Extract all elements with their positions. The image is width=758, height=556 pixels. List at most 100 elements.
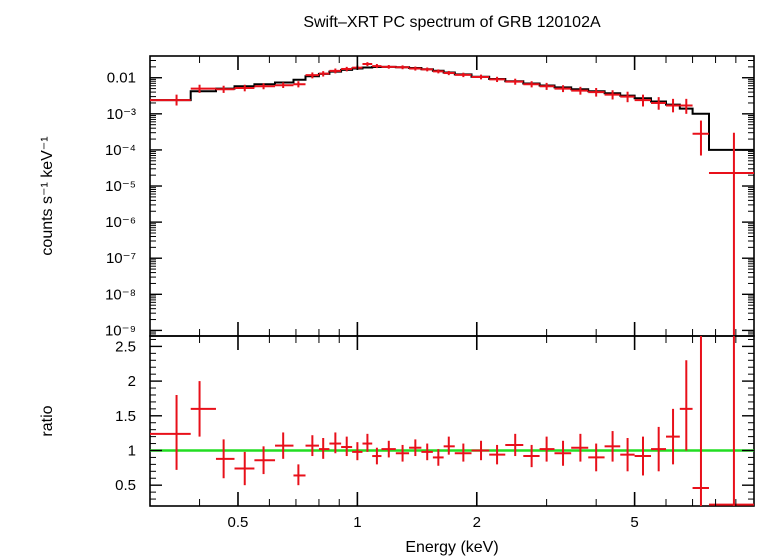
ratio-data-point <box>554 440 572 466</box>
spectrum-data-point <box>234 84 255 92</box>
spectrum-y-tick-label: 0.01 <box>107 70 136 87</box>
ratio-data-point <box>329 432 342 454</box>
ratio-y-tick-label: 1 <box>128 442 136 459</box>
ratio-data-point <box>372 447 382 465</box>
ratio-data-point <box>254 446 276 475</box>
ratio-data-point <box>432 449 444 466</box>
x-tick-label: 1 <box>353 514 361 531</box>
x-axis-ticks: 0.5 1 2 5 <box>149 56 737 531</box>
ratio-data-point <box>234 451 255 486</box>
ratio-data-point <box>539 436 555 462</box>
ratio-y-axis-label: ratio <box>39 405 56 436</box>
spectrum-data-point <box>443 70 455 76</box>
spectrum-data-point <box>471 74 490 80</box>
spectrum-data-point <box>523 81 540 88</box>
ratio-panel: 0.5 1 1.5 2 2.5 ratio <box>39 335 755 507</box>
x-tick-label: 5 <box>630 514 638 531</box>
spectrum-data-point <box>692 120 709 156</box>
spectrum-data-point <box>318 71 330 77</box>
spectrum-y-tick-label: 10⁻⁵ <box>105 178 136 195</box>
ratio-data-point <box>381 440 396 458</box>
ratio-data-point <box>666 408 680 465</box>
ratio-data-point <box>409 439 422 457</box>
spectrum-data-point <box>275 82 294 88</box>
ratio-data-point <box>679 360 693 451</box>
ratio-data-point <box>454 443 472 462</box>
spectrum-data-point <box>454 72 472 78</box>
ratio-data-point <box>150 394 191 470</box>
ratio-y-ticks: 0.5 1 1.5 2 2.5 <box>115 338 754 500</box>
spectrum-y-ticks: 0.01 10⁻³ 10⁻⁴ 10⁻⁵ 10⁻⁶ 10⁻⁷ 10⁻⁸ 10⁻⁹ <box>105 60 754 339</box>
ratio-data-point <box>571 433 589 462</box>
spectrum-data-point <box>293 81 306 88</box>
spectrum-data-point <box>432 69 444 74</box>
spectrum-data-point <box>395 65 410 70</box>
ratio-data-point <box>692 336 709 506</box>
spectrum-data-point <box>666 98 680 113</box>
spectrum-y-tick-label: 10⁻⁶ <box>105 214 136 231</box>
spectrum-data-point <box>329 68 342 74</box>
x-tick-label: 2 <box>473 514 481 531</box>
ratio-data-point <box>651 426 667 472</box>
spectrum-panel: 0.01 10⁻³ 10⁻⁴ 10⁻⁵ 10⁻⁶ 10⁻⁷ 10⁻⁸ 10⁻⁹ counts … <box>39 55 755 339</box>
x-tick-label: 0.5 <box>228 514 249 531</box>
ratio-data-point <box>443 436 455 455</box>
spectrum-data-point <box>489 76 506 83</box>
spectrum-data-point <box>190 84 216 93</box>
spectrum-data-point <box>588 87 605 97</box>
ratio-frame <box>149 335 755 507</box>
spectrum-data-point <box>421 67 433 72</box>
spectrum-data-point <box>362 62 373 67</box>
ratio-data-point <box>604 431 621 462</box>
ratio-data-point <box>352 442 363 461</box>
x-axis-label: Energy (keV) <box>405 539 498 556</box>
spectrum-data-point <box>604 90 621 100</box>
spectrum-frame <box>149 55 755 337</box>
chart-title: Swift–XRT PC spectrum of GRB 120102A <box>303 14 601 31</box>
spectrum-data-point <box>305 72 319 79</box>
model-curve <box>150 65 754 151</box>
spectrum-data-point <box>620 91 635 103</box>
spectrum-y-tick-label: 10⁻⁴ <box>105 142 136 159</box>
ratio-y-tick-label: 1.5 <box>115 408 136 425</box>
spectrum-y-axis-label: counts s⁻¹ keV⁻¹ <box>39 136 56 255</box>
ratio-y-tick-label: 2.5 <box>115 338 136 355</box>
ratio-data-point <box>362 433 373 452</box>
spectrum-data-point <box>505 78 524 85</box>
ratio-data-series <box>150 336 754 506</box>
ratio-data-point <box>708 336 754 506</box>
spectrum-data-series <box>150 62 754 336</box>
ratio-data-point <box>421 443 433 461</box>
spectrum-data-point <box>215 85 235 93</box>
spectrum-data-point <box>254 83 276 90</box>
ratio-y-tick-label: 2 <box>128 373 136 390</box>
ratio-data-point <box>318 438 330 459</box>
ratio-data-point <box>620 438 635 472</box>
ratio-data-point <box>471 440 490 461</box>
spectrum-y-tick-label: 10⁻⁹ <box>105 322 136 339</box>
spectrum-data-point <box>341 66 353 72</box>
model-step-line <box>150 65 754 151</box>
spectrum-y-tick-label: 10⁻⁷ <box>106 250 136 267</box>
ratio-data-point <box>523 444 540 468</box>
spectrum-y-tick-label: 10⁻³ <box>106 106 136 123</box>
spectrum-data-point <box>409 66 422 71</box>
ratio-y-tick-label: 0.5 <box>115 477 136 494</box>
spectrum-data-point <box>708 132 754 336</box>
spectrum-data-point <box>634 94 652 107</box>
spectrum-data-point <box>150 94 191 106</box>
ratio-data-point <box>341 436 353 457</box>
spectrum-data-point <box>651 97 667 110</box>
ratio-data-point <box>634 436 652 476</box>
spectrum-data-point <box>554 85 572 93</box>
spectrum-data-point <box>571 86 589 95</box>
ratio-data-point <box>190 381 216 437</box>
ratio-data-point <box>215 439 235 479</box>
spectrum-y-tick-label: 10⁻⁸ <box>105 286 136 303</box>
spectrum-data-point <box>372 64 382 69</box>
ratio-data-point <box>588 443 605 472</box>
ratio-data-point <box>275 432 294 459</box>
spectrum-data-point <box>381 65 396 69</box>
spectrum-data-point <box>679 98 693 114</box>
